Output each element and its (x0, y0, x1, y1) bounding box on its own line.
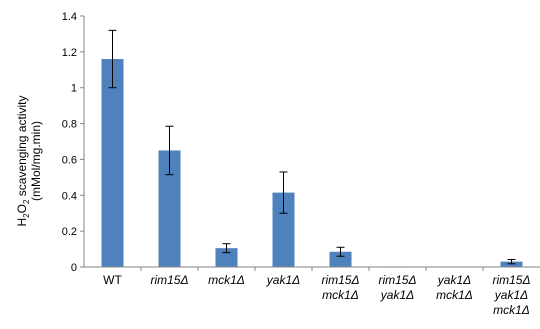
svg-text:H2O2 scavenging activity: H2O2 scavenging activity (15, 96, 31, 227)
x-axis: WT rim15Δ mck1Δ yak1Δ rim15Δmck1Δrim15Δyak1Δ… (84, 266, 540, 317)
x-tick-label: mck1Δ (322, 288, 359, 302)
x-tick-label: mck1Δ (208, 273, 245, 287)
y-axis-unit: (mMol/mg.min) (29, 121, 43, 201)
y-tick-label: 0.4 (62, 190, 77, 202)
bar (329, 251, 352, 267)
x-tick-label: rim15Δ (492, 273, 530, 287)
y-tick-label: 1 (71, 83, 77, 95)
bar (215, 248, 238, 267)
x-tick-label: yak1Δ (266, 273, 300, 287)
x-tick-label: mck1Δ (493, 303, 530, 317)
y-axis-label: H2O2 scavenging activity (mMol/mg.min) (15, 96, 43, 227)
x-tick-label: yak1Δ (380, 288, 414, 302)
bar (500, 261, 523, 267)
x-tick-label: rim15Δ (321, 273, 359, 287)
y-tick-label: 0.8 (62, 119, 77, 131)
y-tick-label: 0.2 (62, 226, 77, 238)
bar (158, 150, 181, 267)
bar (272, 192, 295, 267)
x-tick-label: rim15Δ (378, 273, 416, 287)
y-tick-label: 1.4 (62, 11, 77, 23)
y-tick-label: 0 (71, 262, 77, 274)
bars (101, 29, 523, 268)
x-tick-label: yak1Δ (494, 288, 528, 302)
x-tick-label: mck1Δ (436, 288, 473, 302)
y-tick-label: 0.6 (62, 154, 77, 166)
y-tick-label: 1.2 (62, 47, 77, 59)
x-tick-label: rim15Δ (150, 273, 188, 287)
x-tick-label: WT (103, 273, 122, 287)
bar (101, 59, 124, 268)
y-axis: 0 0.2 0.4 0.6 0.8 1 1.2 1.4 (62, 11, 85, 274)
x-tick-label: yak1Δ (437, 273, 471, 287)
